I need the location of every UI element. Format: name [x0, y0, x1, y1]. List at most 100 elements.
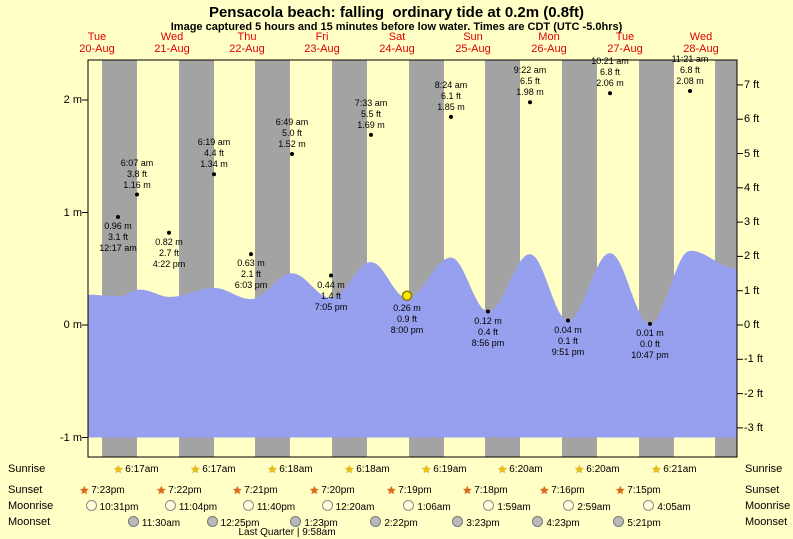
moon-light-icon: [321, 500, 333, 511]
moonset-time: 2:22pm: [384, 518, 418, 529]
tide-event-label-line: 0.4 ft: [477, 326, 498, 337]
day-label: Thu 22-Aug: [215, 31, 279, 55]
day-name: Wed: [160, 31, 184, 43]
day-date: 26-Aug: [531, 43, 567, 55]
day-label: Tue 27-Aug: [593, 31, 657, 55]
tide-event-label-line: 5.5 ft: [360, 108, 381, 119]
almanac-entry-sunset: ★ 7:18pm: [453, 484, 517, 497]
chart-subtitle: Image captured 5 hours and 15 minutes be…: [170, 21, 623, 33]
moon-light-icon: [563, 500, 575, 511]
y-axis-label-right: -1 ft: [744, 353, 763, 366]
moonset-time: 11:30am: [141, 518, 181, 529]
tide-event-label-line: 0.9 ft: [396, 313, 417, 324]
sunrise-star-icon: ★: [421, 464, 432, 476]
day-name: Tue: [87, 31, 107, 43]
tide-event-label-line: 0.96 m: [104, 221, 132, 231]
day-date: 21-Aug: [154, 43, 190, 55]
tide-event-dot: [290, 152, 294, 156]
y-axis-label-left: -1 m: [60, 431, 82, 444]
tide-event-label: 0.96 m 3.1 ft 12:17 am: [86, 221, 150, 254]
sunrise-star-icon: ★: [190, 464, 201, 476]
tide-event-dot: [528, 100, 532, 105]
almanac-entry-sunrise: ★ 6:18am: [258, 463, 322, 476]
moon-light-icon: [85, 500, 97, 511]
tide-event-label: 11:21 am 6.8 ft 2.08 m: [658, 54, 722, 87]
moonset-time: 5:21pm: [627, 518, 661, 529]
tide-curve: [88, 250, 737, 438]
tide-event-label: 0.44 m 1.4 ft 7:05 pm: [299, 280, 363, 313]
almanac-entry-moonrise: 4:05am: [635, 500, 699, 513]
tide-event-label: 6:07 am 3.8 ft 1.16 m: [105, 158, 169, 191]
y-axis-label-left: 1 m: [63, 206, 82, 219]
sunset-star-icon: ★: [156, 485, 167, 497]
tide-event-label-line: 0.1 ft: [557, 335, 578, 346]
moonrise-time: 1:06am: [417, 502, 451, 513]
tide-event-label-line: 10:47 pm: [631, 349, 669, 360]
almanac-entry-moonset: 12:25pm: [201, 516, 265, 529]
tide-event-label-line: 9:51 pm: [551, 346, 585, 357]
tide-event-label: 6:49 am 5.0 ft 1.52 m: [260, 117, 324, 150]
moon-dark-icon: [532, 516, 544, 527]
moonset-time: 3:23pm: [466, 518, 500, 529]
moonrise-time: 12:20am: [335, 502, 375, 513]
sunset-time: 7:22pm: [168, 485, 202, 496]
tide-event-dot: [449, 114, 453, 119]
almanac-entry-moonset: 4:23pm: [524, 516, 588, 529]
tide-event-label-line: 2.06 m: [596, 78, 624, 89]
moon-dark-icon: [452, 516, 464, 527]
tide-event-label-line: 4.4 ft: [203, 148, 224, 159]
day-date: 25-Aug: [455, 43, 491, 55]
y-axis-label-right: 5 ft: [744, 147, 760, 160]
tide-event-label-line: 0.63 m: [237, 258, 265, 269]
tide-event-label-line: 6.8 ft: [599, 67, 620, 78]
tide-event-dot: [566, 318, 570, 323]
day-label: Sun 25-Aug: [441, 31, 505, 55]
tide-event-label-line: 10:21 am: [591, 56, 629, 67]
tide-event-label: 6:19 am 4.4 ft 1.34 m: [182, 137, 246, 170]
y-axis-label-right: 3 ft: [744, 216, 760, 229]
almanac-entry-sunrise: ★ 6:20am: [565, 463, 629, 476]
tide-event-label: 0.12 m 0.4 ft 8:56 pm: [456, 316, 520, 349]
sunset-time: 7:15pm: [627, 485, 661, 496]
day-date: 27-Aug: [607, 43, 643, 55]
moon-dark-icon: [206, 516, 218, 527]
tide-event-label-line: 1.85 m: [437, 101, 465, 112]
tide-event-label-line: 2.7 ft: [158, 247, 179, 258]
tide-event-label-line: 6.5 ft: [519, 76, 540, 87]
day-name: Sat: [388, 31, 406, 43]
tide-event-label: 7:33 am 5.5 ft 1.69 m: [339, 98, 403, 131]
tide-event-label-line: 4:22 pm: [152, 258, 186, 269]
moonrise-time: 11:04pm: [178, 502, 218, 513]
moonrise-time: 10:31pm: [99, 502, 139, 513]
almanac-label-moonrise-left: Moonrise: [8, 500, 54, 512]
almanac-entry-moonset: 2:22pm: [362, 516, 426, 529]
sunrise-time: 6:18am: [356, 464, 390, 475]
tide-event-dot: [116, 215, 120, 219]
almanac-entry-sunset: ★ 7:16pm: [530, 484, 594, 497]
moon-light-icon: [403, 500, 415, 511]
tide-event-label-line: 1.4 ft: [320, 290, 341, 301]
tide-event-dot: [212, 172, 216, 177]
almanac-label-moonrise-right: Moonrise: [745, 500, 791, 512]
sunrise-time: 6:18am: [279, 464, 313, 475]
day-date: 20-Aug: [79, 43, 115, 55]
sunset-star-icon: ★: [539, 485, 550, 497]
day-name: Sun: [463, 31, 483, 43]
day-date: 22-Aug: [229, 43, 265, 55]
tide-event-label-line: 5.0 ft: [281, 128, 302, 138]
sunrise-time: 6:20am: [586, 464, 620, 475]
tide-event-label-line: 3.1 ft: [107, 232, 128, 242]
day-date: 24-Aug: [379, 43, 415, 55]
day-label: Mon 26-Aug: [517, 31, 581, 55]
tide-event-label: 0.63 m 2.1 ft 6:03 pm: [219, 258, 283, 291]
day-name: Mon: [538, 31, 560, 43]
moonset-time: 1:23pm: [304, 518, 338, 529]
tide-event-label-line: 0.26 m: [393, 302, 421, 313]
sunrise-time: 6:17am: [202, 464, 236, 475]
tide-event-label-line: 0.04 m: [554, 324, 582, 335]
sunset-star-icon: ★: [232, 485, 243, 497]
sunrise-star-icon: ★: [497, 464, 508, 476]
sunrise-star-icon: ★: [267, 464, 278, 476]
moon-light-icon: [643, 500, 655, 511]
